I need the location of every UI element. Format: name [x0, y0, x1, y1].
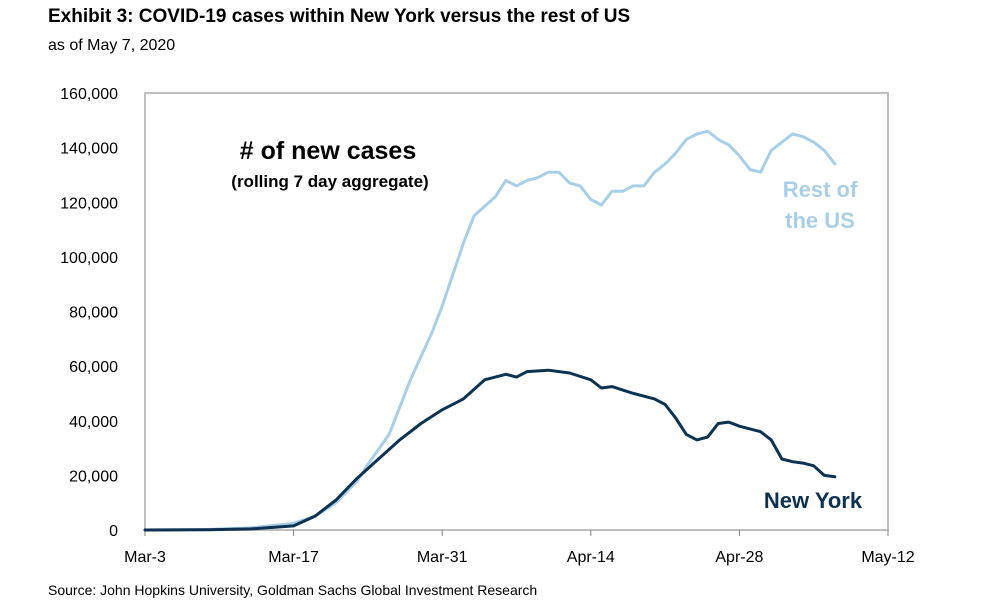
axis-layer: 0 20,000 40,000 60,000 80,000 100,000 120,000 1… — [60, 86, 915, 566]
annotation-layer: # of new cases (rolling 7 day aggregate) — [231, 137, 428, 191]
x-tick-label: Mar-31 — [417, 549, 468, 566]
y-tick-label: 0 — [109, 523, 118, 540]
y-tick-label: 80,000 — [69, 305, 118, 322]
annotation-main: # of new cases — [240, 137, 416, 165]
x-tick-label: May-12 — [861, 549, 914, 566]
x-tick-label: Mar-3 — [124, 549, 166, 566]
y-tick-label: 40,000 — [69, 414, 118, 431]
y-tick-label: 20,000 — [69, 468, 118, 485]
series-layer — [143, 129, 837, 532]
series-label-rest-of-us: Rest of — [783, 177, 858, 202]
source-note: Source: John Hopkins University, Goldman… — [48, 582, 538, 598]
y-tick-label: 160,000 — [60, 86, 118, 103]
annotation-sub: (rolling 7 day aggregate) — [231, 172, 428, 191]
series-label-layer: Rest of the US New York — [764, 177, 863, 513]
series-label-rest-of-us: the US — [785, 208, 855, 233]
chart-title: Exhibit 3: COVID-19 cases within New Yor… — [48, 6, 631, 27]
series-line-rest-of-us — [143, 129, 837, 532]
plot-frame — [144, 92, 889, 531]
y-tick-label: 100,000 — [60, 250, 118, 267]
x-tick-label: Mar-17 — [268, 549, 319, 566]
y-tick-label: 120,000 — [60, 195, 118, 212]
series-label-new-york: New York — [764, 488, 863, 513]
series-line-new-york — [143, 368, 837, 532]
x-tick-label: Apr-28 — [715, 549, 763, 566]
x-tick-label: Apr-14 — [567, 549, 615, 566]
y-tick-label: 60,000 — [69, 359, 118, 376]
y-tick-label: 140,000 — [60, 141, 118, 158]
chart-subtitle: as of May 7, 2020 — [48, 37, 176, 54]
